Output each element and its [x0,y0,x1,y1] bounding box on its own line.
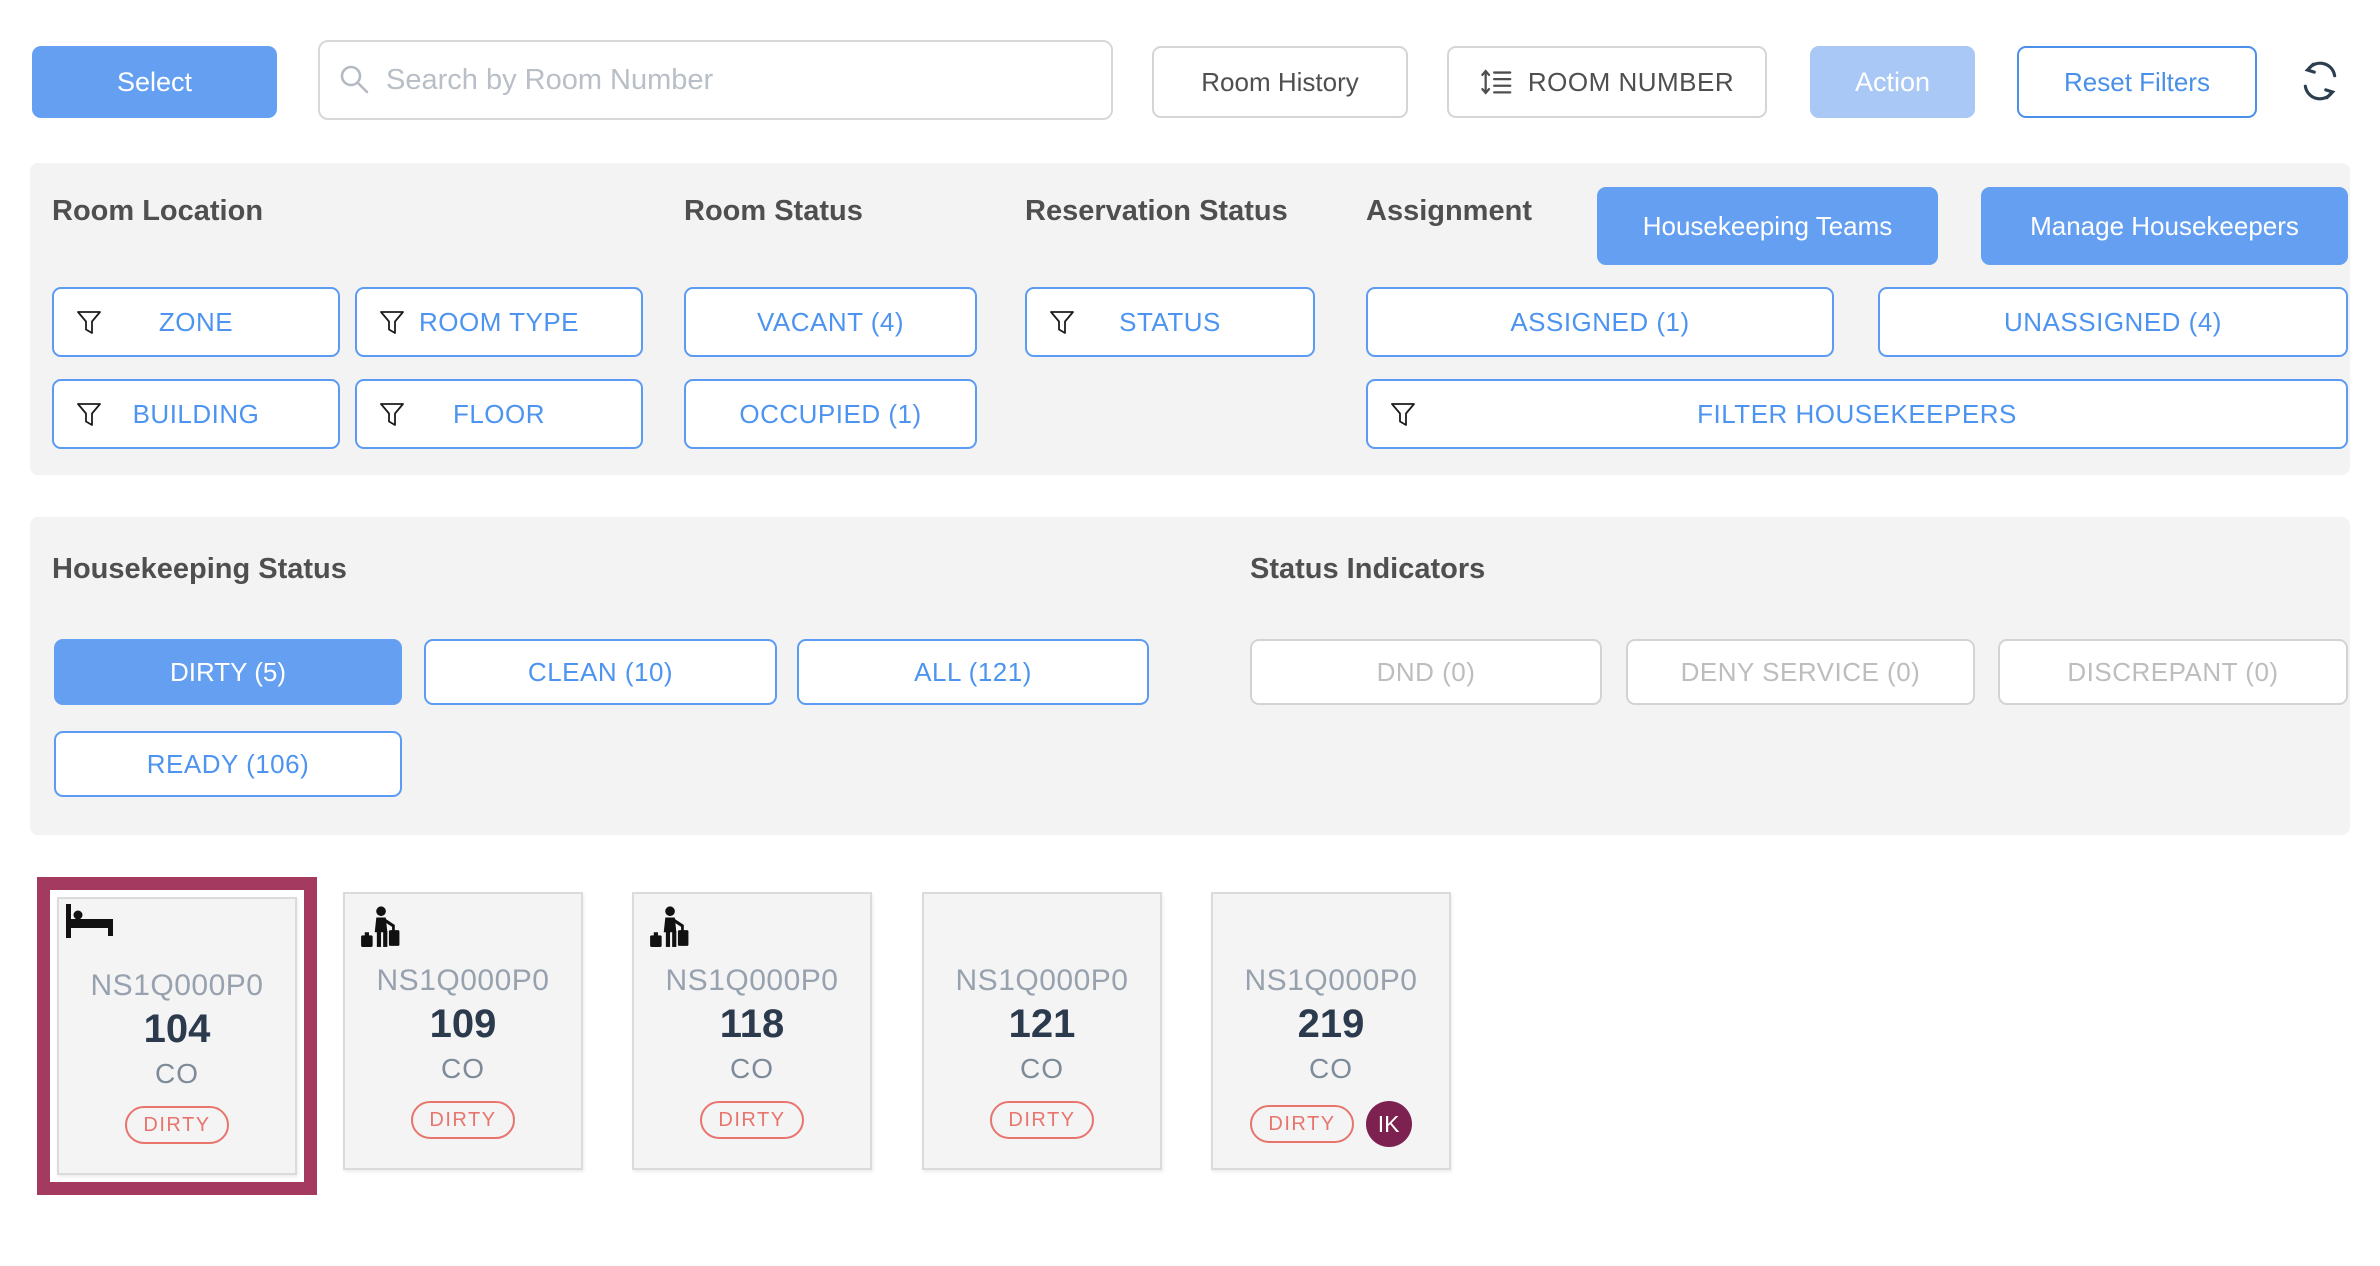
occupied-filter-button[interactable]: OCCUPIED (1) [684,379,977,449]
reservation-status-filter-button[interactable]: STATUS [1025,287,1315,357]
reservation-status-code: CO [1309,1053,1353,1084]
search-icon [340,65,369,94]
filter-housekeepers-label: FILTER HOUSEKEEPERS [1697,398,2017,429]
room-card-109[interactable]: NS1Q000P0 109 CO DIRTY [343,892,583,1170]
dnd-indicator-button[interactable]: DND (0) [1250,639,1602,705]
sort-lines-icon [1481,70,1512,94]
filter-funnel-icon [77,403,101,426]
room-type-code: NS1Q000P0 [376,964,550,997]
sort-by-dropdown[interactable]: ROOM NUMBER [1447,46,1767,118]
room-card-104-selected[interactable]: NS1Q000P0 104 CO DIRTY [37,877,317,1195]
room-number: 219 [1297,1002,1365,1046]
filter-funnel-icon [380,403,404,426]
dirty-status-badge: DIRTY [1250,1105,1354,1143]
assigned-filter-button[interactable]: ASSIGNED (1) [1366,287,1834,357]
action-button[interactable]: Action [1810,46,1975,118]
building-filter-label: BUILDING [132,398,260,429]
room-type-filter-label: ROOM TYPE [418,306,580,337]
bed-icon [66,904,113,938]
room-location-title: Room Location [52,195,264,227]
housekeeping-status-title: Housekeeping Status [52,553,347,585]
room-type-code: NS1Q000P0 [1244,964,1418,997]
housekeeping-teams-button[interactable]: Housekeeping Teams [1597,187,1938,265]
discrepant-indicator-button[interactable]: DISCREPANT (0) [1998,639,2348,705]
dirty-status-badge: DIRTY [411,1101,515,1139]
deny-service-indicator-button[interactable]: DENY SERVICE (0) [1626,639,1975,705]
dirty-status-badge: DIRTY [700,1101,804,1139]
filter-funnel-icon [1391,403,1415,426]
ready-filter-button[interactable]: READY (106) [54,731,402,797]
manage-housekeepers-button[interactable]: Manage Housekeepers [1981,187,2348,265]
room-number: 121 [1008,1002,1076,1046]
search-input[interactable] [318,40,1113,120]
sort-by-value: ROOM NUMBER [1527,66,1735,97]
guest-with-luggage-icon [361,906,400,947]
room-card[interactable]: NS1Q000P0 104 CO DIRTY [57,897,297,1175]
refresh-button[interactable] [2295,57,2345,107]
reservation-status-title: Reservation Status [1025,195,1288,227]
room-type-code: NS1Q000P0 [90,969,264,1002]
room-card-121[interactable]: NS1Q000P0 121 CO DIRTY [922,892,1162,1170]
status-indicators-title: Status Indicators [1250,553,1486,585]
room-search [318,40,1113,120]
filter-funnel-icon [380,311,404,334]
clean-filter-button[interactable]: CLEAN (10) [424,639,777,705]
dirty-status-badge: DIRTY [990,1101,1094,1139]
dirty-status-badge: DIRTY [125,1106,229,1144]
filter-funnel-icon [1050,311,1074,334]
room-card-118[interactable]: NS1Q000P0 118 CO DIRTY [632,892,872,1170]
unassigned-filter-button[interactable]: UNASSIGNED (4) [1878,287,2348,357]
floor-filter-label: FLOOR [452,398,546,429]
room-status-title: Room Status [684,195,863,227]
guest-with-luggage-icon [650,906,689,947]
reset-filters-button[interactable]: Reset Filters [2017,46,2257,118]
room-type-filter-button[interactable]: ROOM TYPE [355,287,643,357]
reservation-status-code: CO [441,1053,485,1084]
room-filters-panel: Room Location Room Status Reservation St… [30,163,2350,475]
zone-filter-label: ZONE [158,306,234,337]
floor-filter-button[interactable]: FLOOR [355,379,643,449]
room-card-219[interactable]: NS1Q000P0 219 CO DIRTY IK [1211,892,1451,1170]
reservation-status-filter-label: STATUS [1119,306,1221,337]
reservation-status-code: CO [155,1058,199,1089]
refresh-sync-icon [2303,61,2337,100]
filter-housekeepers-button[interactable]: FILTER HOUSEKEEPERS [1366,379,2348,449]
zone-filter-button[interactable]: ZONE [52,287,340,357]
assignment-title: Assignment [1366,195,1532,227]
room-history-button[interactable]: Room History [1152,46,1408,118]
building-filter-button[interactable]: BUILDING [52,379,340,449]
room-type-code: NS1Q000P0 [955,964,1129,997]
room-number: 118 [719,1002,785,1046]
reservation-status-code: CO [1020,1053,1064,1084]
dirty-filter-button[interactable]: DIRTY (5) [54,639,402,705]
room-number: 109 [429,1002,497,1046]
filter-funnel-icon [77,311,101,334]
room-type-code: NS1Q000P0 [665,964,839,997]
select-button[interactable]: Select [32,46,277,118]
vacant-filter-button[interactable]: VACANT (4) [684,287,977,357]
housekeeper-initials-badge: IK [1365,1101,1412,1147]
room-number: 104 [143,1007,211,1051]
housekeeping-status-panel: Housekeeping Status Status Indicators DI… [30,517,2350,835]
reservation-status-code: CO [730,1053,774,1084]
all-filter-button[interactable]: ALL (121) [797,639,1149,705]
